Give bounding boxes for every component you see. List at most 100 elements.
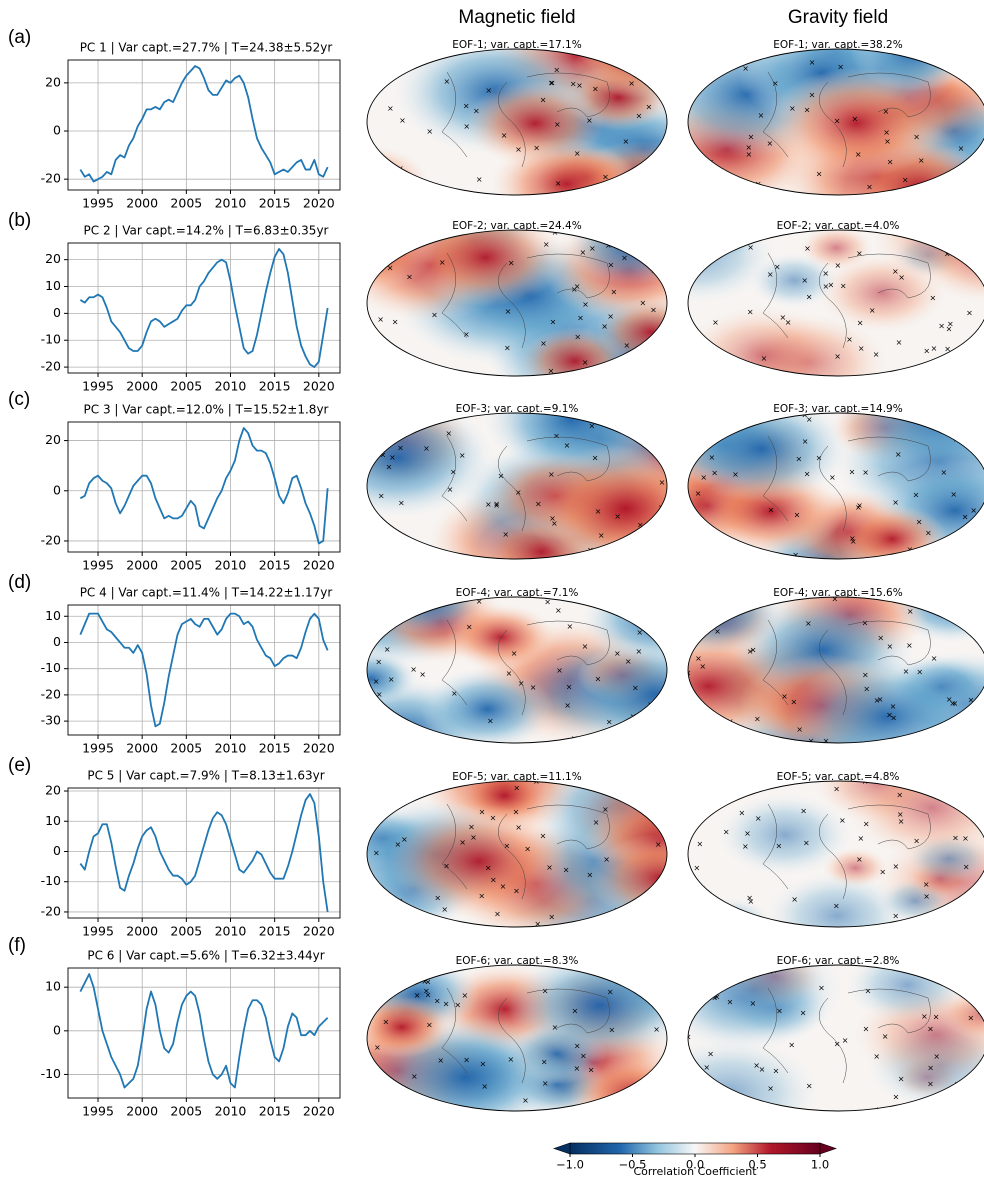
significance-mark: × — [444, 1103, 451, 1112]
significance-mark: × — [504, 343, 511, 352]
significance-mark: × — [686, 918, 693, 927]
significance-mark: × — [530, 683, 537, 692]
significance-mark: × — [944, 344, 951, 353]
map-title: EOF-1; var. capt.=38.2% — [773, 39, 902, 51]
significance-mark: × — [816, 169, 823, 178]
x-tick-label: 1995 — [82, 196, 114, 211]
map-title: EOF-5; var. capt.=11.1% — [452, 771, 581, 783]
significance-mark: × — [832, 595, 839, 604]
significance-mark: × — [686, 45, 693, 54]
coastline — [762, 252, 931, 349]
plot-frame — [67, 59, 341, 191]
significance-mark: × — [656, 1104, 663, 1113]
x-tick-label: 2005 — [170, 924, 202, 939]
significance-mark: × — [834, 1040, 841, 1049]
significance-mark: × — [544, 597, 551, 606]
map-blob — [688, 965, 842, 1045]
significance-mark: × — [776, 842, 783, 851]
significance-mark: × — [607, 260, 614, 269]
significance-mark: × — [398, 499, 405, 508]
significance-mark: × — [540, 831, 547, 840]
map-outline — [687, 412, 984, 560]
significance-mark: × — [759, 1065, 766, 1074]
significance-mark: × — [898, 1075, 905, 1084]
significance-mark: × — [800, 1008, 807, 1017]
chart-title: PC 6 | Var capt.=5.6% | T=6.32±3.44yr — [87, 949, 324, 963]
significance-mark: × — [580, 1051, 587, 1060]
map-outline — [366, 780, 668, 928]
significance-mark: × — [711, 994, 718, 1003]
significance-mark: × — [502, 530, 509, 539]
significance-mark: × — [374, 1043, 381, 1052]
map-title: EOF-6; var. capt.=8.3% — [456, 955, 579, 967]
significance-mark: × — [973, 161, 980, 170]
significance-mark: × — [595, 366, 602, 375]
plot-frame — [67, 604, 341, 736]
significance-mark: × — [932, 178, 939, 187]
significance-mark: × — [500, 882, 507, 891]
significance-mark: × — [923, 880, 930, 889]
map-outline — [366, 596, 668, 744]
significance-mark: × — [800, 807, 807, 816]
significance-mark: × — [849, 534, 856, 543]
significance-mark: × — [376, 690, 383, 699]
significance-mark: × — [650, 419, 657, 428]
significance-mark: × — [540, 339, 547, 348]
significance-mark: × — [570, 79, 577, 88]
significance-mark: × — [636, 111, 643, 120]
significance-mark: × — [659, 478, 666, 487]
significance-mark: × — [628, 79, 635, 88]
x-tick-label: 2000 — [126, 1104, 158, 1119]
significance-mark: × — [392, 317, 399, 326]
significance-mark: × — [506, 669, 513, 678]
significance-mark: × — [476, 175, 483, 184]
significance-mark: × — [874, 696, 881, 705]
significance-mark: × — [524, 844, 531, 853]
significance-mark: × — [553, 431, 560, 440]
significance-mark: × — [650, 234, 657, 243]
significance-mark: × — [468, 823, 475, 832]
significance-mark: × — [423, 987, 430, 996]
significance-mark: × — [963, 863, 970, 872]
significance-mark: × — [685, 1032, 692, 1041]
map-blob — [420, 668, 555, 743]
significance-mark: × — [637, 521, 644, 530]
significance-mark: × — [624, 341, 631, 350]
significance-mark: × — [855, 503, 862, 512]
significance-mark: × — [620, 595, 627, 604]
chart-title: PC 3 | Var capt.=12.0% | T=15.52±1.8yr — [84, 403, 329, 417]
significance-mark: × — [445, 429, 452, 438]
panel-label: (a) — [8, 27, 31, 48]
significance-mark: × — [410, 665, 417, 674]
significance-mark: × — [753, 1061, 760, 1070]
x-tick-label: 2020 — [303, 924, 335, 939]
significance-mark: × — [809, 58, 816, 67]
significance-mark: × — [727, 998, 734, 1007]
map-blob — [688, 1038, 818, 1111]
significance-mark: × — [379, 450, 386, 459]
significance-mark: × — [508, 259, 515, 268]
significance-mark: × — [855, 150, 862, 159]
significance-mark: × — [646, 102, 653, 111]
significance-mark: × — [877, 695, 884, 704]
significance-mark: × — [542, 986, 549, 995]
significance-mark: × — [589, 244, 596, 253]
significance-mark: × — [742, 64, 749, 73]
significance-mark: × — [809, 90, 816, 99]
panel-label: (c) — [8, 389, 30, 410]
significance-mark: × — [623, 137, 630, 146]
significance-mark: × — [748, 132, 755, 141]
panel-label: (f) — [8, 935, 26, 956]
map: ×××××××××××××××××××××××××××××××××××××××× — [685, 965, 984, 1111]
significance-mark: × — [746, 893, 753, 902]
significance-mark: × — [643, 554, 650, 563]
chart-title: PC 2 | Var capt.=14.2% | T=6.83±0.35yr — [84, 224, 329, 238]
significance-mark: × — [513, 887, 520, 896]
significance-mark: × — [754, 715, 761, 724]
significance-mark: × — [879, 867, 886, 876]
significance-mark: × — [952, 834, 959, 843]
significance-mark: × — [897, 810, 904, 819]
significance-mark: × — [978, 1084, 984, 1093]
x-tick-label: 2020 — [303, 741, 335, 756]
significance-mark: × — [873, 1052, 880, 1061]
